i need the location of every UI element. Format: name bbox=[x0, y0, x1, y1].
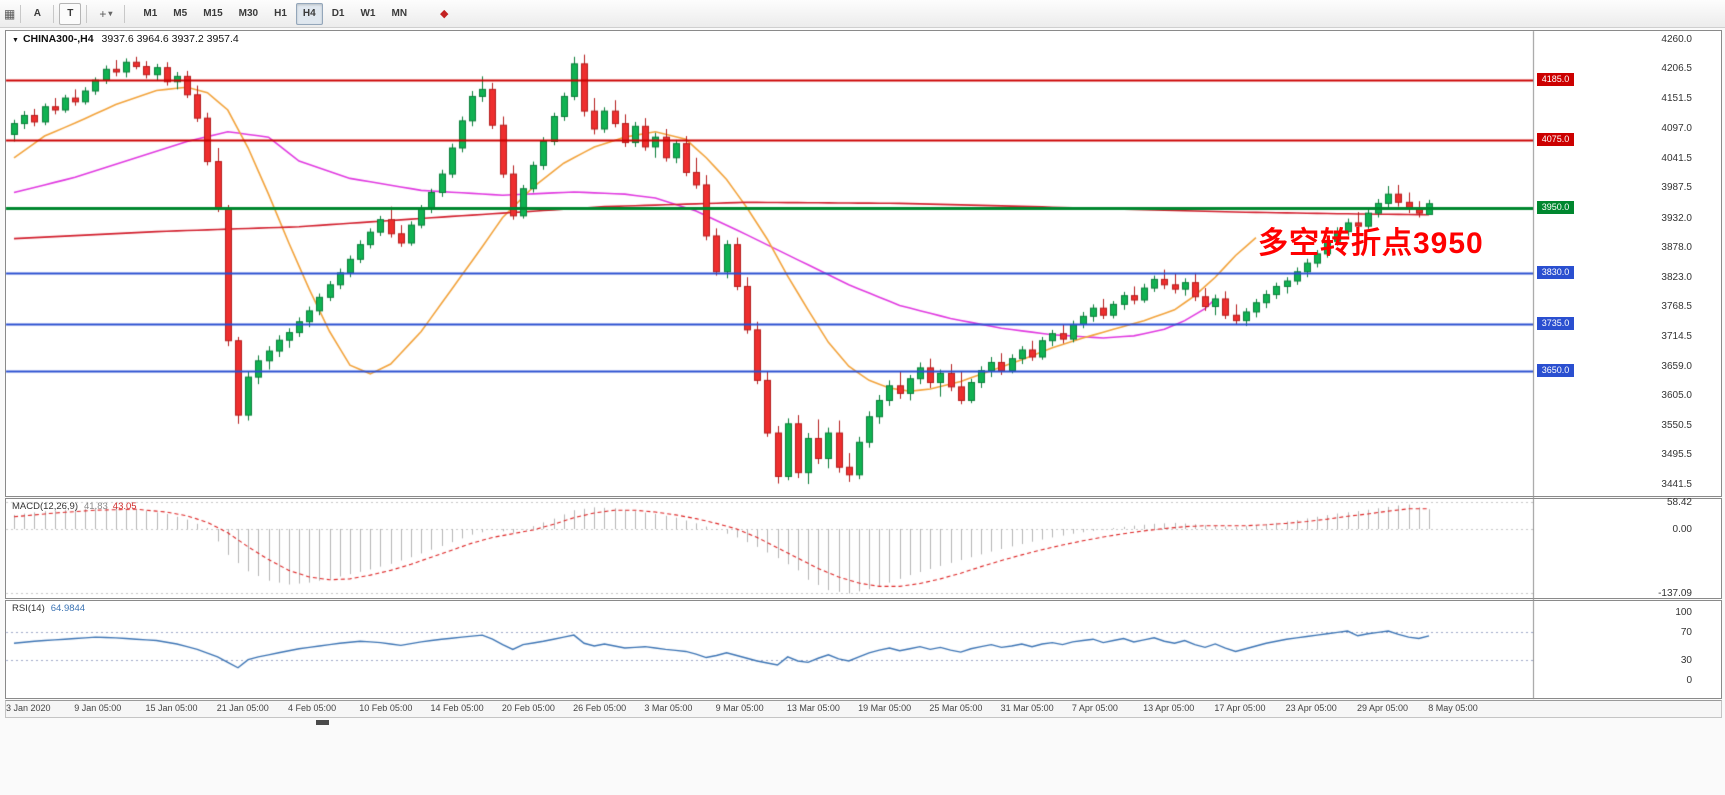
price-axis-label: 4097.0 bbox=[1661, 122, 1692, 134]
price-axis-label: 4260.0 bbox=[1661, 34, 1692, 46]
time-axis-label: 26 Feb 05:00 bbox=[573, 703, 627, 713]
annotation-text: 多空转折点3950 bbox=[1258, 227, 1484, 260]
price-axis-label: 3878.0 bbox=[1661, 241, 1692, 253]
macd-axis-label: -137.09 bbox=[1658, 588, 1692, 600]
time-axis-label: 21 Jan 05:00 bbox=[216, 703, 269, 713]
time-axis-label: 4 Feb 05:00 bbox=[288, 703, 337, 713]
price-axis-label: 3768.5 bbox=[1661, 301, 1692, 313]
macd-label: MACD(12,26,9) 41.83 43.05 bbox=[12, 501, 137, 512]
time-axis-label: 23 Apr 05:00 bbox=[1285, 703, 1337, 713]
macd-axis-label: 58.42 bbox=[1666, 496, 1692, 508]
time-axis-label: 13 Apr 05:00 bbox=[1143, 703, 1195, 713]
rsi-value: 64.9844 bbox=[50, 603, 86, 614]
price-axis-label: 3987.5 bbox=[1661, 182, 1692, 194]
rsi-axis-label: 70 bbox=[1680, 627, 1692, 639]
time-axis-label: 15 Jan 05:00 bbox=[145, 703, 198, 713]
time-axis-label: 7 Apr 05:00 bbox=[1071, 703, 1118, 713]
price-axis-label: 3495.5 bbox=[1661, 449, 1692, 461]
rsi-label: RSI(14) 64.9844 bbox=[12, 603, 85, 614]
rsi-name: RSI(14) bbox=[12, 603, 45, 614]
time-axis-label: 20 Feb 05:00 bbox=[501, 703, 555, 713]
ohlc-values: 3937.6 3964.6 3937.2 3957.4 bbox=[101, 33, 239, 45]
macd-signal-value: 43.05 bbox=[112, 501, 137, 512]
rsi-axis-label: 0 bbox=[1686, 675, 1692, 686]
collapse-icon[interactable]: ▼ bbox=[12, 37, 19, 44]
price-level-tag: 4075.0 bbox=[1537, 132, 1574, 146]
price-axis-label: 4206.5 bbox=[1661, 63, 1692, 75]
price-axis-label: 3932.0 bbox=[1661, 212, 1692, 224]
macd-axis-label: 0.00 bbox=[1672, 524, 1692, 535]
macd-main-value: 41.83 bbox=[84, 501, 108, 512]
price-level-tag: 3830.0 bbox=[1537, 265, 1574, 279]
rsi-axis-label: 30 bbox=[1680, 654, 1692, 666]
price-axis-label: 3659.0 bbox=[1661, 360, 1692, 372]
chart-header: ▼ CHINA300-,H4 3937.6 3964.6 3937.2 3957.4 bbox=[12, 33, 239, 45]
time-axis-label: 25 Mar 05:00 bbox=[929, 703, 983, 713]
price-axis-label: 4151.5 bbox=[1661, 93, 1692, 105]
price-axis-label: 3823.0 bbox=[1661, 271, 1692, 283]
price-axis-label: 3605.0 bbox=[1661, 390, 1692, 402]
price-level-tag: 3735.0 bbox=[1537, 317, 1574, 331]
time-axis-label: 29 Apr 05:00 bbox=[1356, 703, 1408, 713]
price-axis-label: 3441.5 bbox=[1661, 478, 1692, 490]
price-level-tag: 4185.0 bbox=[1537, 73, 1574, 87]
time-axis-label: 9 Jan 05:00 bbox=[74, 703, 122, 713]
time-axis-label: 14 Feb 05:00 bbox=[430, 703, 484, 713]
price-axis-label: 3714.5 bbox=[1661, 330, 1692, 342]
time-axis-label: 19 Mar 05:00 bbox=[858, 703, 912, 713]
time-axis-label: 31 Mar 05:00 bbox=[1000, 703, 1054, 713]
price-axis-label: 3550.5 bbox=[1661, 419, 1692, 431]
price-axis-label: 4041.5 bbox=[1661, 153, 1692, 165]
macd-name: MACD(12,26,9) bbox=[12, 501, 78, 512]
time-axis-label: 9 Mar 05:00 bbox=[715, 703, 764, 713]
symbol-timeframe-label: CHINA300-,H4 bbox=[22, 33, 94, 45]
time-axis-label: 10 Feb 05:00 bbox=[359, 703, 413, 713]
price-level-tag: 3650.0 bbox=[1537, 363, 1574, 377]
price-level-tag: 3950.0 bbox=[1537, 200, 1574, 214]
time-axis-label: 8 May 05:00 bbox=[1428, 703, 1478, 713]
time-axis-label: 3 Jan 2020 bbox=[6, 703, 51, 713]
time-axis-label: 13 Mar 05:00 bbox=[786, 703, 840, 713]
rsi-axis-label: 100 bbox=[1675, 607, 1692, 618]
time-axis-label: 3 Mar 05:00 bbox=[644, 703, 693, 713]
time-axis-label: 17 Apr 05:00 bbox=[1214, 703, 1266, 713]
